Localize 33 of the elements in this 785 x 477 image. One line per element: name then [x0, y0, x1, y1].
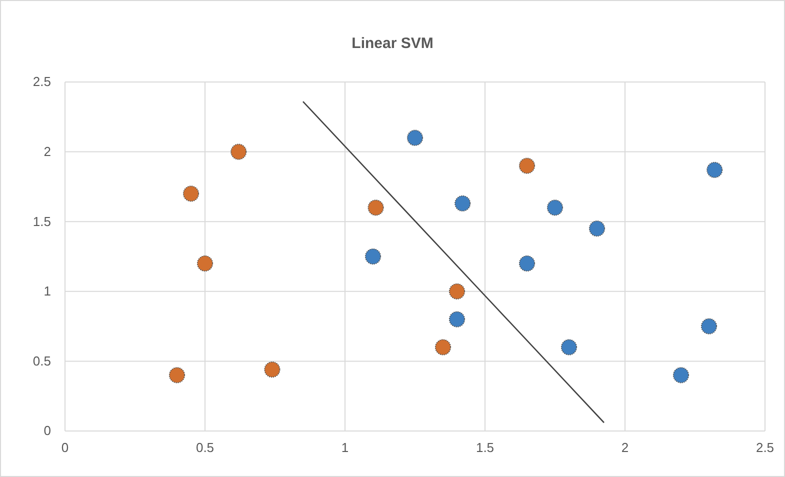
- chart-title: Linear SVM: [352, 35, 434, 52]
- y-tick-label: 1.5: [32, 214, 51, 229]
- y-tick-label: 2: [44, 144, 51, 159]
- x-tick-label: 0: [61, 440, 69, 456]
- y-tick-label: 2.5: [32, 74, 51, 90]
- point: [168, 367, 186, 384]
- y-tick-label: 0.5: [32, 353, 51, 368]
- point: [448, 311, 466, 328]
- point: [230, 144, 247, 160]
- x-tick-label: 2.5: [756, 440, 774, 456]
- point: [364, 248, 382, 265]
- point: [518, 158, 536, 174]
- point: [546, 200, 564, 216]
- point: [368, 200, 384, 216]
- point: [700, 318, 718, 334]
- point: [196, 255, 214, 272]
- y-tick-label: 1: [44, 284, 51, 299]
- point: [560, 339, 578, 356]
- point: [706, 162, 723, 178]
- point: [454, 195, 471, 212]
- x-tick-label: 1: [341, 440, 349, 456]
- point: [588, 220, 606, 237]
- y-tick-label: 0: [44, 423, 51, 438]
- point: [406, 130, 424, 146]
- point: [264, 362, 280, 378]
- point: [672, 367, 690, 384]
- x-tick-label: 2: [621, 440, 629, 456]
- point: [182, 186, 200, 202]
- point: [518, 255, 536, 272]
- point: [434, 339, 452, 356]
- x-tick-label: 0.5: [196, 440, 214, 456]
- point: [448, 283, 466, 300]
- x-tick-label: 1.5: [476, 440, 494, 456]
